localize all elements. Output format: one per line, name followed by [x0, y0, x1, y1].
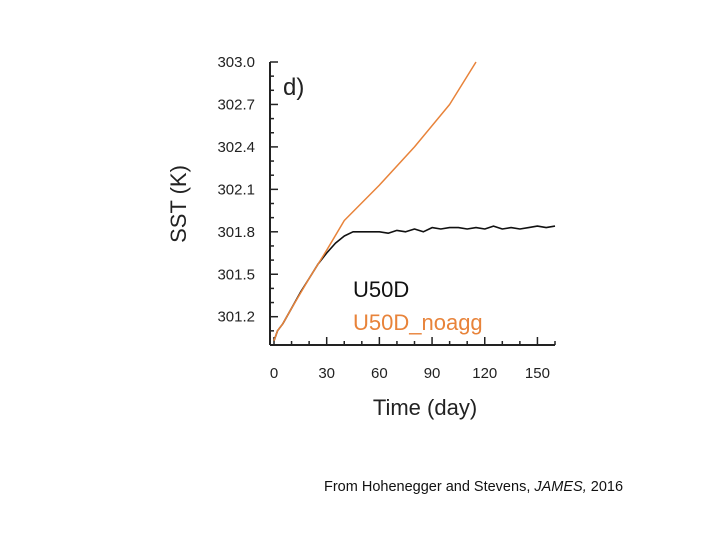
y-tick-label: 302.7: [217, 96, 255, 113]
axis-ticks: [270, 61, 556, 346]
caption-prefix: From Hohenegger and Stevens,: [324, 479, 535, 495]
x-tick-label: 60: [371, 365, 388, 382]
y-axis-title: SST (K): [166, 165, 191, 243]
y-tick-label: 301.2: [217, 309, 255, 326]
y-tick-label: 302.4: [217, 139, 255, 156]
caption-suffix: 2016: [586, 479, 624, 495]
x-tick-label: 30: [318, 365, 335, 382]
y-tick-label: 301.8: [217, 224, 255, 241]
y-tick-label: 301.5: [217, 266, 255, 283]
caption-journal: JAMES,: [534, 479, 587, 495]
source-caption: From Hohenegger and Stevens, JAMES, 2016: [324, 479, 623, 495]
x-tick-label: 0: [270, 365, 278, 382]
x-tick-label: 150: [525, 365, 550, 382]
panel-label: d): [283, 74, 304, 101]
series-line-u50d-noagg: [273, 61, 477, 342]
x-tick-label: 90: [424, 365, 441, 382]
legend-entry-u50d: U50D: [353, 277, 409, 302]
x-tick-label: 120: [472, 365, 497, 382]
y-tick-label: 303.0: [217, 54, 255, 71]
tick-labels: 301.2 301.5 301.8 302.1 302.4 302.7 303.0 0 30 60…: [217, 54, 550, 382]
x-axis-title: Time (day): [373, 395, 477, 420]
series-lines: [273, 61, 556, 342]
legend-entry-u50d-noagg: U50D_noagg: [353, 310, 483, 335]
y-tick-label: 302.1: [217, 181, 255, 198]
